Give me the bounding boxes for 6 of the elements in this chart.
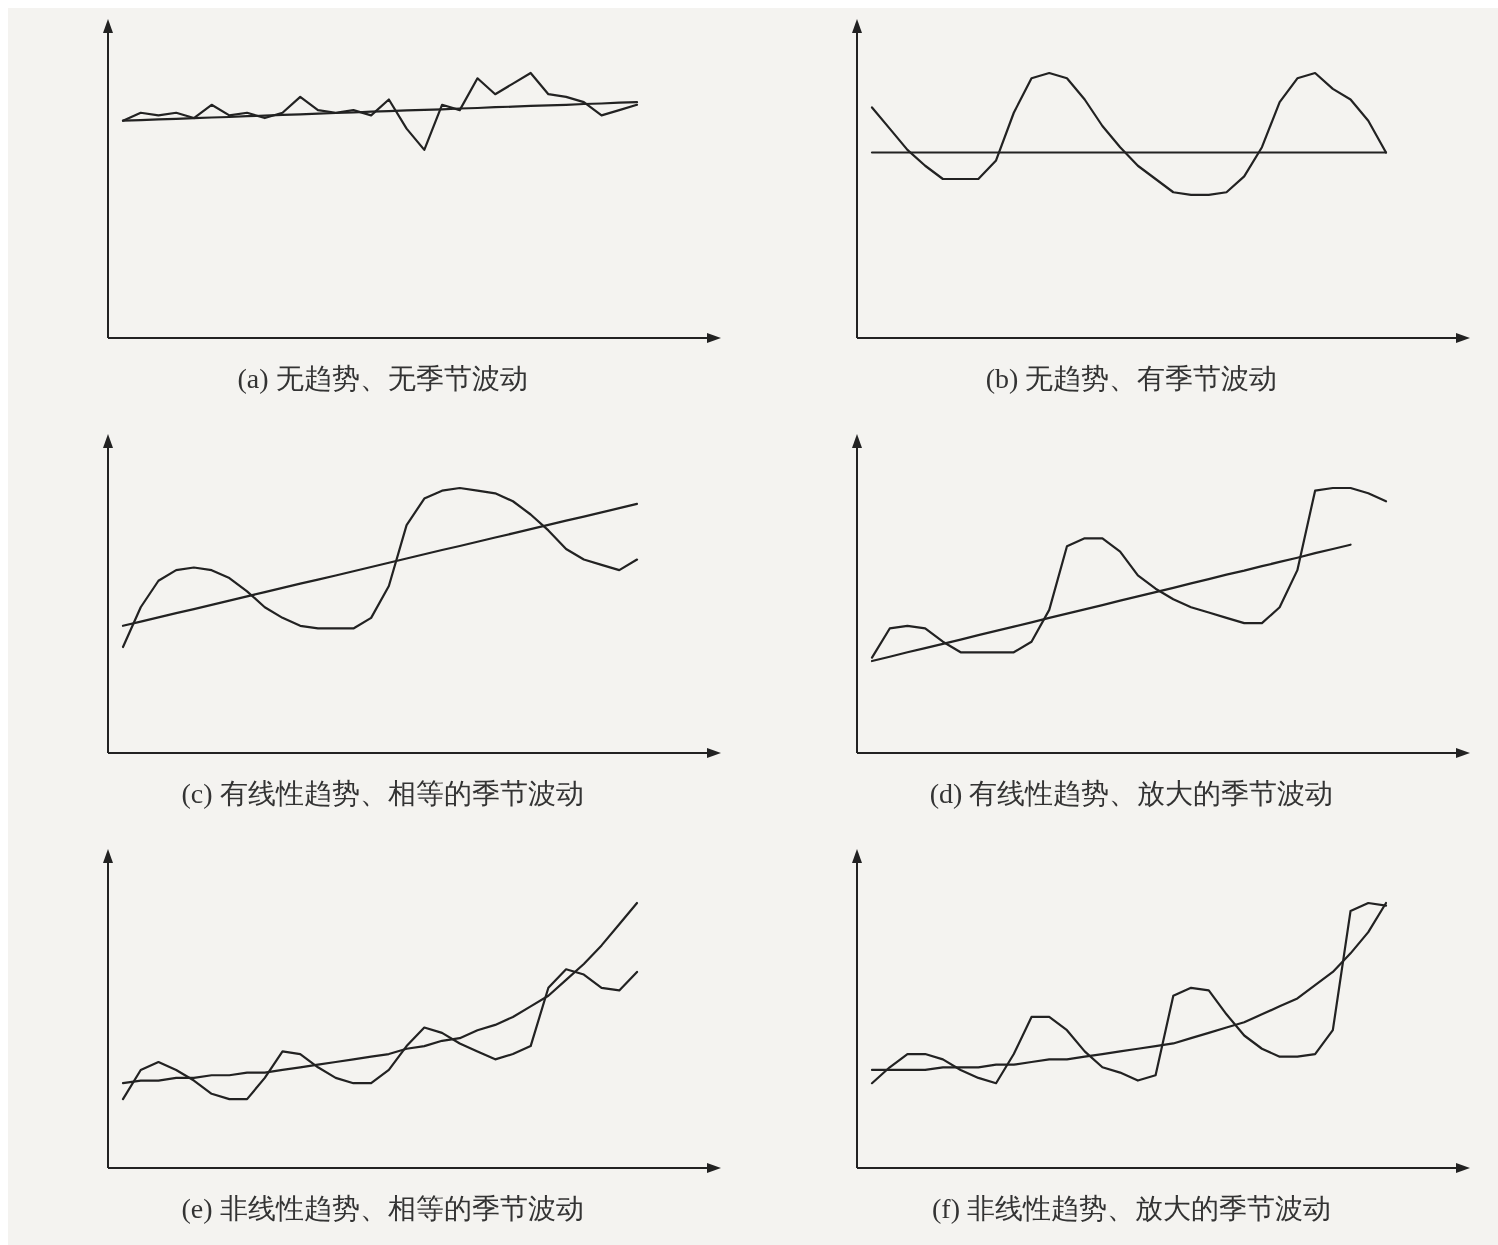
text: (b) 无趋势、有季节波动: [985, 363, 1278, 394]
text: (d) 有线性趋势、放大的季节波动: [929, 778, 1334, 809]
text: (e) 非线性趋势、相等的季节波动: [181, 1193, 584, 1224]
text: (a) 无趋势、无季节波动: [237, 363, 528, 394]
text: (c) 有线性趋势、相等的季节波动: [181, 778, 584, 809]
text: (f) 非线性趋势、放大的季节波动: [932, 1193, 1331, 1224]
